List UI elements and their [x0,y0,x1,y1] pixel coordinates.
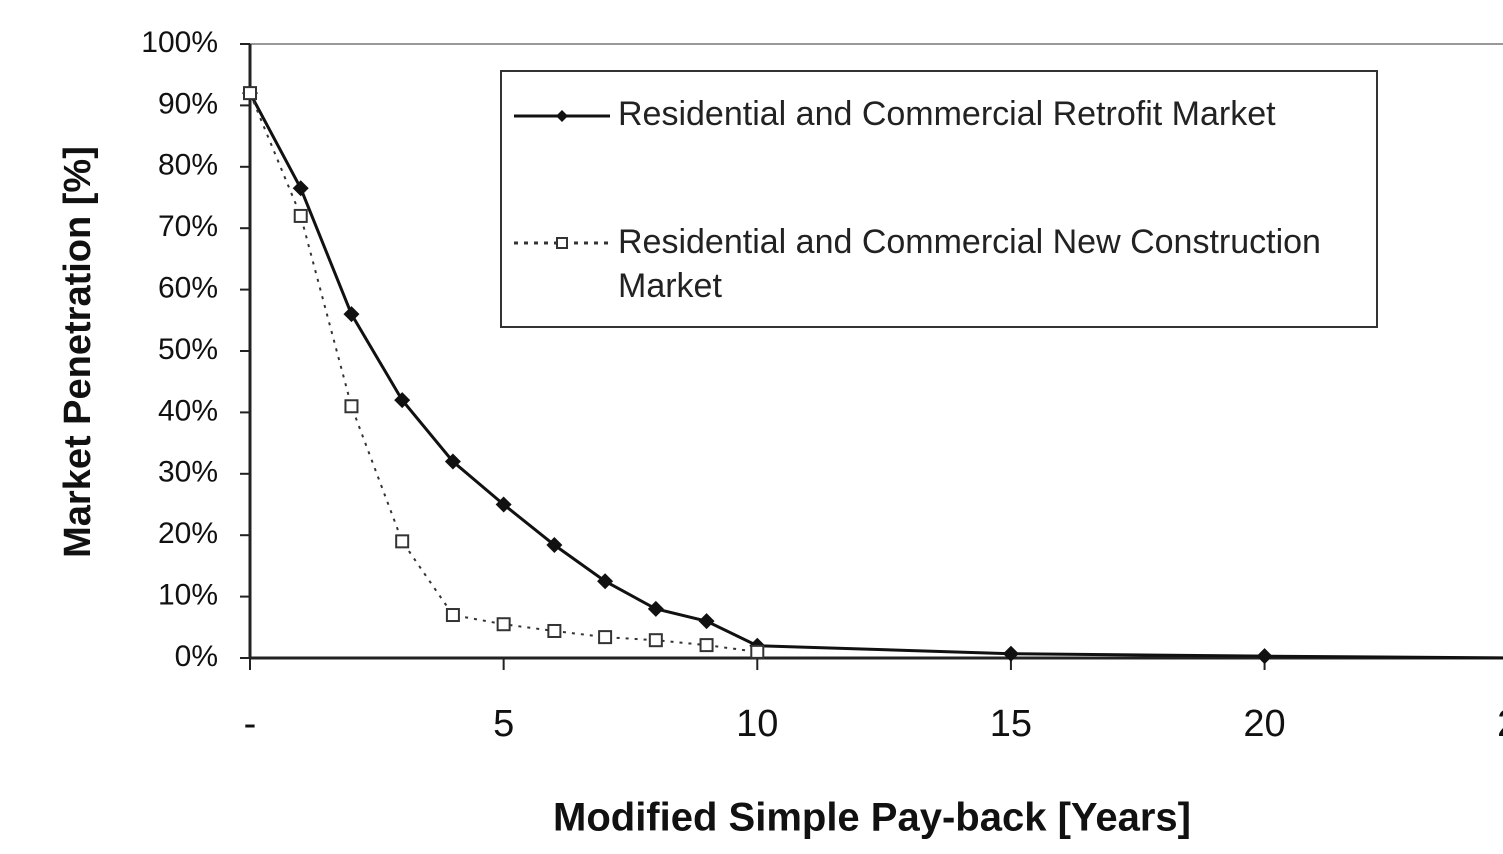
point [698,613,715,630]
point [648,633,663,648]
x-tick-label: 25 [1497,703,1503,745]
point [444,453,461,470]
point [1256,648,1273,665]
point [750,644,765,659]
y-tick-label: 10% [158,579,218,612]
x-tick-label: 10 [736,703,778,745]
point [546,537,563,554]
y-tick-label: 40% [158,394,218,427]
point [496,617,511,632]
y-tick-label: 60% [158,272,218,305]
legend-label: Residential and Commercial Retrofit Mark… [618,95,1276,133]
y-tick-label: 50% [158,333,218,366]
point [243,86,257,101]
point [344,399,359,414]
x-tick-label: 5 [493,703,514,745]
point [1002,645,1019,662]
y-axis-label: Market Penetration [%] [57,146,99,558]
x-tick-label: 20 [1243,703,1285,745]
series-line [249,92,758,653]
point [547,623,562,638]
x-axis-label: Modified Simple Pay-back [Years] [553,796,1191,840]
y-tick-label: 90% [158,87,218,120]
point [647,600,664,617]
legend-swatch [514,237,610,249]
point [394,392,411,409]
y-tick-label: 0% [175,640,218,673]
point [598,630,613,645]
series-line [248,92,1503,660]
point [292,180,309,197]
point [293,208,308,223]
y-tick-label: 80% [158,149,218,182]
point [343,306,360,323]
point [597,573,614,590]
y-tick-label: 20% [158,517,218,550]
y-tick-label: 30% [158,456,218,489]
point [699,638,714,653]
y-tick-label: 70% [158,210,218,243]
legend-label: Residential and Commercial New Construct… [618,223,1321,305]
legend: Residential and Commercial Retrofit Mark… [500,70,1378,328]
legend-swatch [514,110,610,122]
point [495,496,512,513]
point [445,608,460,623]
y-tick-label: 100% [141,26,218,59]
point [395,534,410,549]
x-tick-label: - [244,703,257,745]
x-tick-label: 15 [990,703,1032,745]
